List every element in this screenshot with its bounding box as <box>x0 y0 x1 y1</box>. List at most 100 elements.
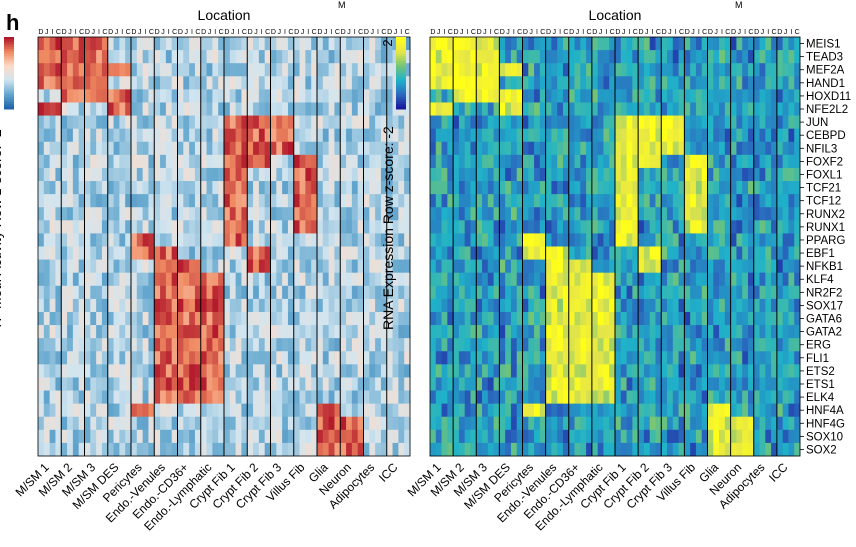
heatmap-cell <box>375 311 382 326</box>
heatmap-cell <box>487 89 494 103</box>
heatmap-cell <box>591 89 599 103</box>
heatmap-cell <box>568 167 575 182</box>
heatmap-cell <box>340 141 347 156</box>
heatmap-cell <box>131 63 138 77</box>
heatmap-cell <box>719 154 726 169</box>
colorbar-step <box>4 85 14 88</box>
heatmap-cell <box>206 154 213 169</box>
heatmap-cell <box>470 102 477 116</box>
heatmap-cell <box>771 311 778 326</box>
heatmap-cell <box>545 338 552 352</box>
heatmap-cell <box>753 167 760 182</box>
heatmap-cell <box>574 233 581 247</box>
heatmap-cell <box>154 272 161 287</box>
heatmap-cell <box>171 181 178 195</box>
heatmap-cell <box>293 128 300 143</box>
heatmap-cell <box>534 416 541 431</box>
heatmap-cell <box>574 181 581 195</box>
heatmap-cell <box>782 311 789 326</box>
heatmap-cell <box>346 102 353 116</box>
heatmap-cell <box>78 102 85 116</box>
heatmap-cell <box>61 403 68 418</box>
heatmap-cell <box>253 272 260 287</box>
heatmap-cell <box>782 89 789 103</box>
heatmap-cell <box>189 298 196 313</box>
heatmap-cell <box>620 377 627 391</box>
heatmap-cell <box>794 442 801 457</box>
heatmap-cell <box>322 338 330 352</box>
heatmap-cell <box>464 194 471 208</box>
heatmap-cell <box>470 298 477 313</box>
heatmap-cell <box>586 351 593 365</box>
heatmap-cell <box>695 37 703 51</box>
heatmap-cell <box>154 63 161 77</box>
heatmap-cell <box>724 377 732 391</box>
location-label: J <box>231 29 235 36</box>
heatmap-cell <box>119 194 126 208</box>
heatmap-cell <box>218 181 225 195</box>
heatmap-cell <box>753 285 760 300</box>
heatmap-cell <box>142 377 149 391</box>
heatmap-cell <box>695 416 703 431</box>
heatmap-cell <box>482 233 489 247</box>
heatmap-cell <box>447 442 454 457</box>
heatmap-cell <box>177 416 184 431</box>
heatmap-cell <box>311 128 318 143</box>
heatmap-cell <box>447 207 454 221</box>
heatmap-cell <box>380 181 388 195</box>
heatmap-cell <box>493 181 500 195</box>
heatmap-cell <box>264 351 271 365</box>
heatmap-cell <box>493 194 500 208</box>
colorbar-step <box>4 80 14 84</box>
heatmap-cell <box>458 246 466 260</box>
heatmap-cell <box>142 167 149 182</box>
heatmap-cell <box>724 128 732 143</box>
heatmap-cell <box>229 220 237 234</box>
heatmap-cell <box>357 154 364 169</box>
heatmap-cell <box>574 50 581 64</box>
heatmap-cell <box>194 338 202 352</box>
heatmap-cell <box>615 102 622 116</box>
heatmap-cell <box>736 89 743 103</box>
heatmap-cell <box>258 298 266 313</box>
heatmap-cell <box>493 220 500 234</box>
heatmap-cell <box>522 325 529 339</box>
heatmap-cell <box>776 377 784 391</box>
heatmap-cell <box>229 167 237 182</box>
heatmap-cell <box>55 442 62 457</box>
heatmap-cell <box>551 194 558 208</box>
heatmap-cell <box>276 442 283 457</box>
heatmap-cell <box>264 246 271 260</box>
heatmap-cell <box>464 102 471 116</box>
heatmap-cell <box>218 154 225 169</box>
heatmap-cell <box>499 390 506 405</box>
heatmap-cell <box>447 37 454 51</box>
heatmap-cell <box>229 325 237 339</box>
heatmap-cell <box>160 246 167 260</box>
colorbar-step <box>396 44 406 48</box>
heatmap-cell <box>776 272 784 287</box>
heatmap-cell <box>113 311 120 326</box>
heatmap-cell <box>776 194 784 208</box>
row-label: NFIL3 <box>806 143 837 155</box>
heatmap-cell <box>545 115 552 130</box>
heatmap-cell <box>788 167 795 182</box>
heatmap-cell <box>61 272 68 287</box>
heatmap-cell <box>603 259 610 274</box>
heatmap-cell <box>655 37 662 51</box>
heatmap-cell <box>177 37 184 51</box>
heatmap-cell <box>765 246 772 260</box>
heatmap-cell <box>655 272 662 287</box>
heatmap-cell <box>311 298 318 313</box>
heatmap-cell <box>67 207 74 221</box>
heatmap-cell <box>615 181 622 195</box>
heatmap-cell <box>742 272 749 287</box>
heatmap-cell <box>346 351 353 365</box>
heatmap-cell <box>125 442 132 457</box>
heatmap-cell <box>672 37 679 51</box>
heatmap-cell <box>131 220 138 234</box>
heatmap-cell <box>510 220 518 234</box>
heatmap-cell <box>299 128 306 143</box>
heatmap-cell <box>447 233 454 247</box>
heatmap-cell <box>638 207 645 221</box>
